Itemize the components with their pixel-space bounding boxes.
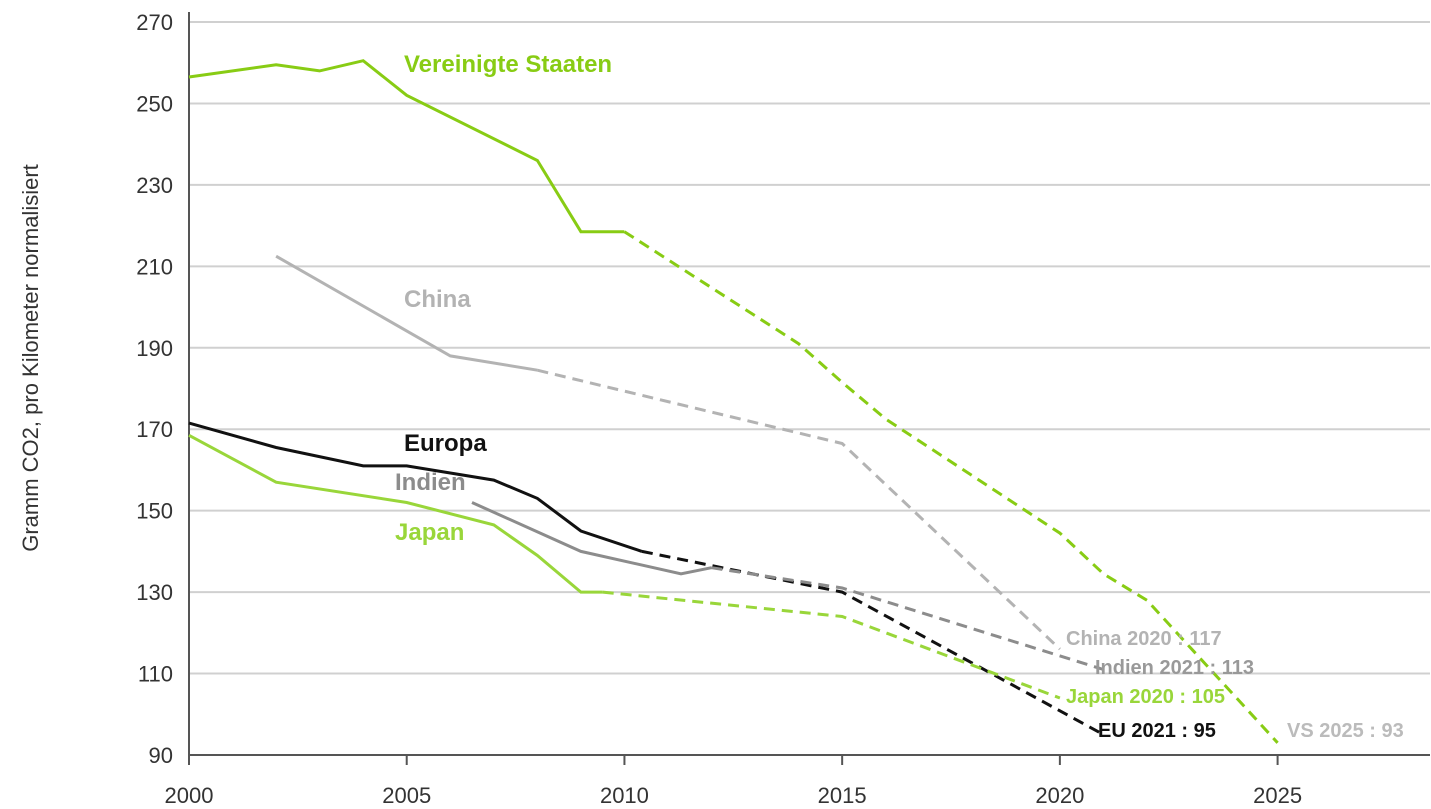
- projection-line: [623, 230, 1279, 744]
- y-tick-label: 170: [136, 417, 173, 442]
- series-label: Europa: [404, 430, 487, 457]
- end-label: EU 2021 : 95: [1098, 720, 1216, 742]
- end-label: Japan 2020 : 105: [1066, 686, 1225, 708]
- projection-line: [537, 368, 1061, 651]
- series-line: [188, 421, 643, 553]
- y-tick-label: 130: [136, 580, 173, 605]
- x-tick-label: 2010: [600, 783, 649, 808]
- series-line: [188, 433, 603, 594]
- series-line: [471, 501, 712, 576]
- series-line: [275, 254, 538, 372]
- y-axis-label: Gramm CO2, pro Kilometer normalisiert: [18, 164, 43, 552]
- projection-line: [641, 549, 1105, 736]
- projection-line: [711, 566, 1104, 671]
- series-label: Indien: [395, 469, 466, 496]
- series-label: China: [404, 286, 471, 313]
- x-tick-label: 2015: [818, 783, 867, 808]
- end-label: Indien 2021 : 113: [1095, 657, 1254, 679]
- y-tick-label: 190: [136, 336, 173, 361]
- y-tick-label: 210: [136, 254, 173, 279]
- end-label: VS 2025 : 93: [1287, 720, 1404, 742]
- x-tick-label: 2025: [1253, 783, 1302, 808]
- projection-line: [602, 590, 1061, 700]
- y-tick-label: 250: [136, 91, 173, 116]
- end-label: China 2020 : 117: [1066, 628, 1222, 650]
- x-tick-label: 2000: [165, 783, 214, 808]
- y-tick-label: 230: [136, 173, 173, 198]
- series-label: Vereinigte Staaten: [404, 51, 612, 78]
- y-tick-label: 150: [136, 499, 173, 524]
- series-line: [188, 59, 625, 234]
- y-tick-label: 90: [149, 743, 173, 768]
- series-label: Japan: [395, 519, 464, 546]
- x-tick-label: 2005: [382, 783, 431, 808]
- x-tick-label: 2020: [1035, 783, 1084, 808]
- y-tick-label: 270: [136, 10, 173, 35]
- y-tick-label: 110: [138, 662, 173, 687]
